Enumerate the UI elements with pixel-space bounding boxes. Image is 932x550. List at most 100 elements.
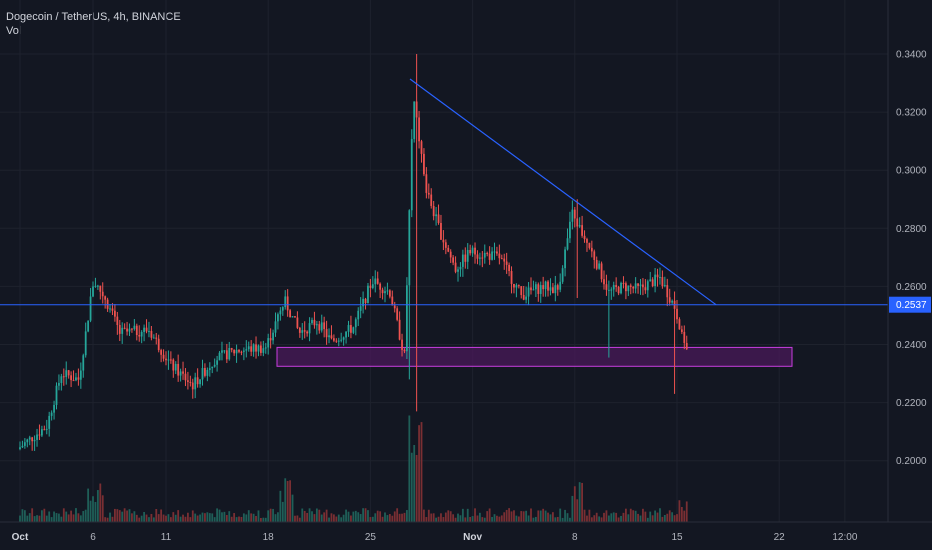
volume-bar	[298, 517, 301, 522]
candle-body-down	[668, 297, 671, 303]
volume-bar	[466, 508, 469, 522]
time-axis[interactable]: Oct 6 11 18 25 Nov 8 15 22 12:00	[12, 532, 858, 543]
volume-bar	[510, 511, 513, 522]
volume-bar	[333, 514, 335, 522]
candle-body-up	[201, 368, 204, 380]
volume-bar	[313, 514, 316, 522]
volume-bar	[559, 508, 562, 522]
volume-bar	[19, 515, 21, 522]
support-zone[interactable]	[276, 346, 793, 367]
volume-bar	[637, 513, 639, 522]
volume-bar	[131, 513, 133, 522]
candles	[19, 54, 688, 451]
candle-body-down	[644, 287, 647, 291]
volume-bar	[427, 509, 430, 522]
volume-bar	[498, 516, 501, 522]
volume-bar	[182, 514, 184, 522]
volume-bar	[625, 508, 627, 522]
candle-body-up	[566, 238, 569, 250]
volume-bar	[588, 509, 591, 522]
volume-bar	[82, 511, 85, 522]
candle-body-up	[525, 296, 528, 300]
candle-body-down	[391, 296, 394, 306]
volume-bar	[479, 512, 481, 522]
volume-bar	[420, 422, 423, 522]
price-axis[interactable]: 0.3400 0.3200 0.3000 0.2800 0.2600 0.2400 0.22…	[896, 50, 927, 468]
volume-bar	[605, 510, 608, 522]
candle-body-down	[240, 351, 243, 353]
candle-body-down	[296, 317, 299, 328]
volume-bar	[354, 510, 357, 522]
volume-bar	[683, 510, 686, 522]
volume-bar	[595, 512, 598, 522]
volume-bar	[534, 516, 537, 522]
candle-body-down	[474, 247, 476, 255]
candle-body-up	[607, 289, 610, 291]
candle-body-down	[508, 264, 510, 272]
candle-body-down	[530, 287, 532, 291]
volume-bar	[666, 513, 669, 522]
candle-body-up	[58, 382, 60, 386]
candle-body-up	[544, 281, 547, 290]
volume-bar	[600, 517, 603, 522]
candle-body-down	[401, 339, 403, 350]
candle-body-down	[379, 283, 382, 290]
candle-body-up	[281, 307, 284, 311]
volume-bar	[167, 514, 170, 522]
volume-bar	[425, 517, 428, 522]
candle-body-up	[374, 278, 377, 285]
candle-body-up	[53, 404, 55, 413]
price-tick-label: 0.2000	[896, 456, 927, 467]
candle-body-up	[347, 325, 350, 332]
candle-body-down	[269, 338, 272, 341]
candle-body-up	[311, 319, 313, 324]
volume-bar	[581, 482, 583, 522]
candle-body-down	[425, 174, 428, 193]
volume-bar	[525, 510, 528, 522]
volume-bar	[325, 509, 328, 522]
volume-bar	[99, 483, 102, 522]
volume-bar	[172, 512, 175, 522]
candle-body-down	[364, 298, 367, 304]
candle-body-up	[459, 266, 462, 270]
candle-body-up	[148, 330, 150, 332]
volume-bar	[603, 512, 605, 522]
candle-body-down	[556, 285, 559, 290]
volume-bar	[457, 513, 459, 522]
volume-bar	[123, 508, 126, 522]
candle-body-down	[72, 380, 75, 382]
volume-bar	[503, 512, 506, 522]
volume-bar	[150, 513, 153, 522]
candle-body-up	[277, 314, 279, 322]
candle-body-up	[491, 251, 493, 260]
candle-body-up	[357, 310, 360, 320]
volume-bar	[483, 517, 486, 522]
price-tick-label: 0.2200	[896, 398, 927, 409]
volume-bar	[41, 510, 43, 522]
volume-bar	[435, 517, 437, 522]
time-tick-label: 25	[365, 532, 377, 543]
candle-body-down	[177, 363, 180, 376]
volume-bar	[157, 514, 160, 522]
candle-body-up	[569, 221, 571, 239]
candle-body-up	[36, 434, 38, 440]
volume-bar	[620, 515, 622, 522]
candle-body-up	[367, 285, 369, 304]
volume-bar	[371, 516, 374, 522]
candle-body-down	[70, 375, 72, 381]
volume-bar	[179, 516, 182, 522]
volume-bar	[598, 516, 601, 522]
candle-body-up	[612, 285, 615, 290]
price-tick-label: 0.3200	[896, 108, 927, 119]
candle-body-down	[123, 327, 126, 329]
volume-bar	[94, 501, 97, 522]
candle-body-up	[216, 360, 218, 365]
candle-body-up	[279, 310, 282, 315]
candle-body-down	[637, 283, 639, 286]
trendline[interactable]	[409, 78, 717, 306]
volume-bar	[152, 517, 155, 522]
candle-body-up	[41, 429, 43, 436]
volume-bar	[284, 478, 287, 522]
candle-body-up	[359, 306, 362, 311]
